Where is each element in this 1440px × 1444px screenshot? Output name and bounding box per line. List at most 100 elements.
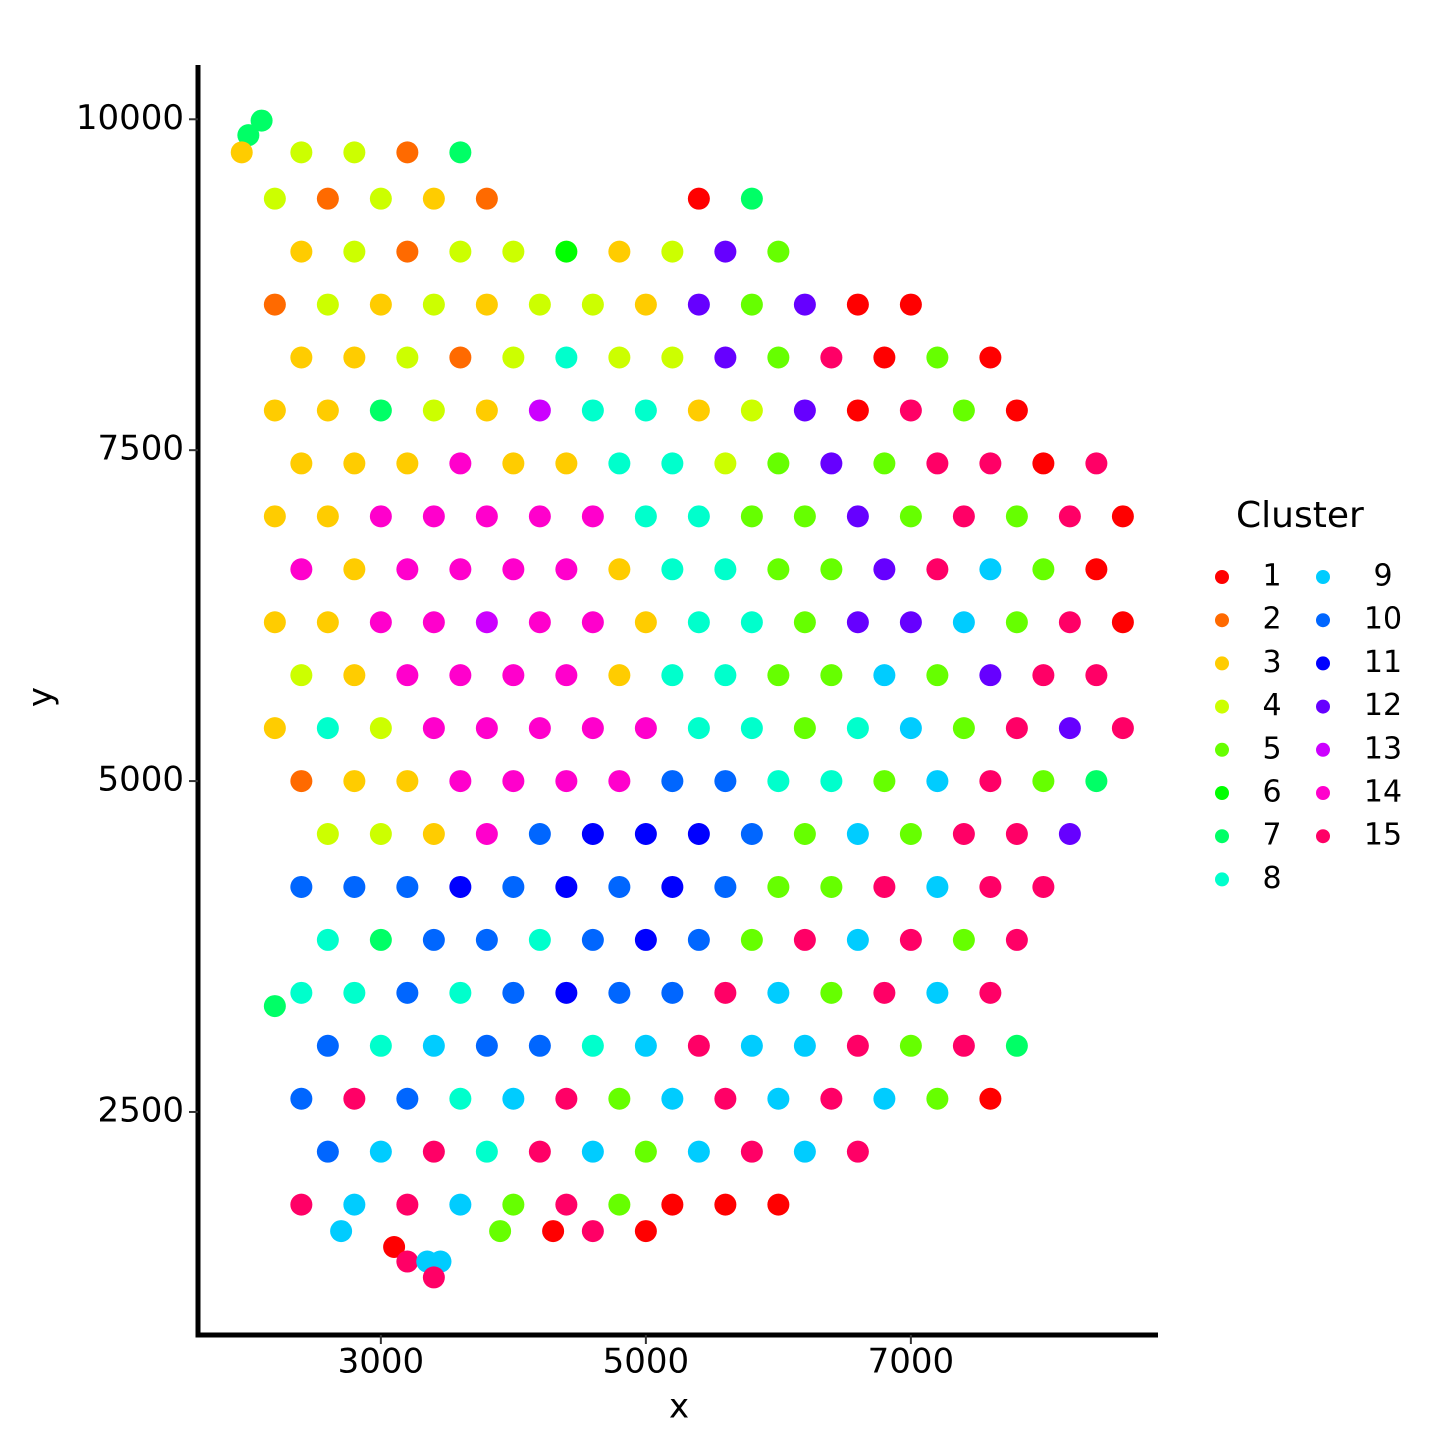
point [793,505,816,528]
point [767,1193,790,1216]
point [502,875,525,898]
legend-label: 11 [1364,645,1402,680]
point [926,1087,949,1110]
point [740,928,763,951]
point [687,611,710,634]
x-axis-label: x [669,1387,689,1427]
point [1032,452,1055,475]
point [873,981,896,1004]
point [422,823,445,846]
point [714,452,737,475]
legend-label: 1 [1262,559,1281,594]
point [528,928,551,951]
point [899,399,922,422]
point [793,928,816,951]
point [263,611,286,634]
point [979,664,1002,687]
point [926,875,949,898]
point [290,558,313,581]
point [608,664,631,687]
point [899,823,922,846]
point [542,1220,565,1243]
point [767,981,790,1004]
point [634,928,657,951]
point [396,1250,419,1273]
point [820,664,843,687]
legend-label: 7 [1262,818,1281,853]
point [290,240,313,263]
point [316,505,339,528]
point [926,558,949,581]
point [661,875,684,898]
legend-label: 8 [1262,861,1281,896]
point [687,293,710,316]
legend-label: 13 [1364,731,1402,766]
point [687,399,710,422]
point [793,293,816,316]
point [343,875,366,898]
point [740,399,763,422]
legend-swatch [1316,570,1330,584]
point [661,770,684,793]
point [555,664,578,687]
point [740,1140,763,1163]
point [740,1034,763,1057]
point [475,293,498,316]
point [369,399,392,422]
point [793,823,816,846]
point [767,452,790,475]
x-tick-label: 5000 [603,1342,690,1382]
point [475,1140,498,1163]
point [369,1034,392,1057]
point [1032,770,1055,793]
legend-swatch [1215,613,1229,628]
legend-swatch [1316,613,1330,628]
point [767,240,790,263]
point [820,558,843,581]
point [422,187,445,210]
point [581,611,604,634]
point [899,293,922,316]
point [422,1266,445,1289]
point [396,770,419,793]
point [1111,505,1134,528]
point [230,141,253,164]
point [396,875,419,898]
point [263,187,286,210]
legend-swatch [1316,829,1330,844]
point [661,1087,684,1110]
point [422,611,445,634]
point [528,823,551,846]
point [555,875,578,898]
legend-swatch [1215,742,1229,757]
point [449,664,472,687]
legend-label: 12 [1364,688,1402,723]
point [316,928,339,951]
point [528,1140,551,1163]
point [1085,558,1108,581]
point [793,1140,816,1163]
point [1058,717,1081,740]
point [714,240,737,263]
point [449,1087,472,1110]
point [952,717,975,740]
point [820,1087,843,1110]
x-tick-label: 7000 [868,1342,955,1382]
point [661,558,684,581]
point [475,187,498,210]
point [343,346,366,369]
point [290,1193,313,1216]
point [396,1193,419,1216]
point [237,124,260,147]
legend-swatch [1215,570,1229,584]
point [846,399,869,422]
point [634,611,657,634]
point [979,875,1002,898]
point [475,717,498,740]
point [740,823,763,846]
point [846,505,869,528]
point [767,875,790,898]
point [740,187,763,210]
point [740,293,763,316]
point [899,505,922,528]
